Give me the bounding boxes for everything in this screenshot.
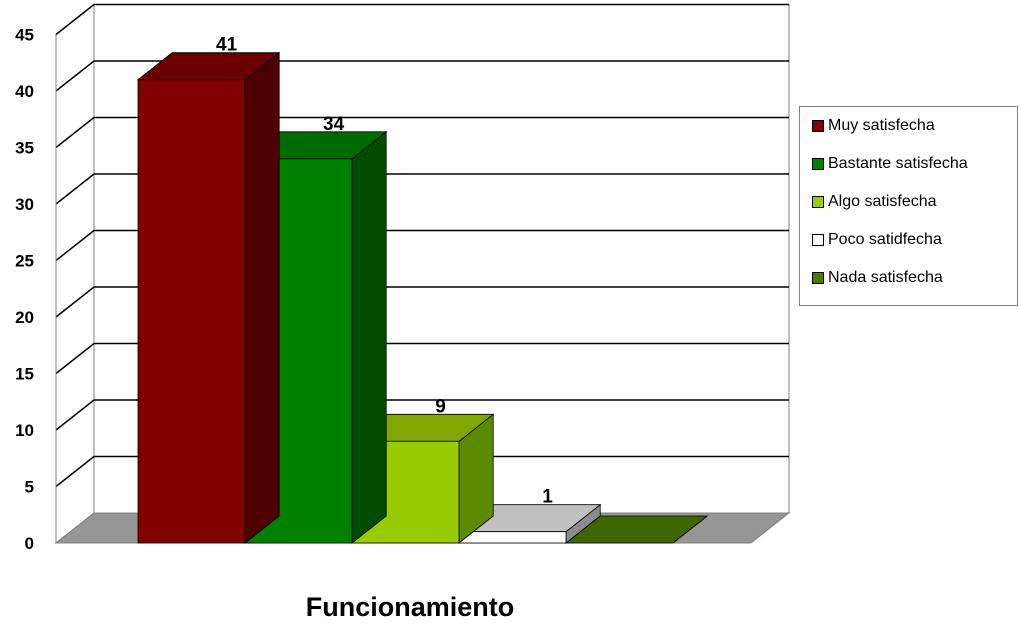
y-tick-label: 15 [15, 365, 34, 384]
y-tick-label: 10 [15, 421, 34, 440]
x-axis-title: Funcionamiento [305, 592, 515, 622]
y-axis-ticks: 0 5 10 15 20 25 30 35 40 45 [15, 26, 57, 553]
data-label: 34 [323, 114, 345, 135]
y-tick-label: 30 [15, 195, 34, 214]
bar-poco-satidfecha [457, 503, 602, 544]
bar-front [137, 79, 246, 544]
bar-front [458, 531, 567, 544]
legend-item: Poco satidfecha [812, 230, 942, 250]
legend-swatch [812, 120, 824, 132]
gridline [55, 173, 789, 205]
side-wall [55, 3, 95, 545]
legend: Muy satisfecha Bastante satisfecha Algo sa… [799, 106, 1018, 306]
y-tick-label: 25 [15, 252, 34, 271]
gridline [55, 116, 789, 149]
legend-item: Bastante satisfecha [812, 154, 968, 174]
y-tick-label: 5 [25, 478, 34, 497]
bar-side [351, 130, 387, 544]
legend-label: Bastante satisfecha [828, 155, 968, 172]
legend-item: Nada satisfecha [812, 268, 943, 288]
y-tick-label: 20 [15, 308, 34, 327]
bar-bastante-satisfecha [243, 130, 388, 544]
data-label: 9 [435, 396, 446, 417]
y-tick-label: 0 [25, 534, 34, 553]
y-tick-label: 35 [15, 139, 34, 158]
legend-label: Nada satisfecha [828, 269, 943, 286]
gridline [55, 399, 789, 431]
legend-swatch [812, 272, 824, 284]
legend-item: Algo satisfecha [812, 192, 937, 212]
legend-label: Algo satisfecha [828, 193, 937, 210]
data-labels: 1 9 34 41 [216, 35, 553, 508]
bar-side [244, 51, 280, 544]
gridline [55, 455, 789, 488]
legend-swatch [812, 196, 824, 208]
legend-swatch [812, 234, 824, 246]
legend-swatch [812, 158, 824, 170]
data-label: 1 [542, 487, 553, 508]
gridline [55, 3, 789, 36]
gridlines [55, 3, 789, 488]
gridline [55, 286, 789, 318]
bar-muy-satisfecha [136, 51, 281, 544]
gridline [55, 60, 789, 92]
legend-label: Muy satisfecha [828, 117, 935, 134]
gridline [55, 342, 789, 375]
legend-item: Muy satisfecha [812, 116, 935, 136]
legend-label: Poco satidfecha [828, 231, 942, 248]
bars [136, 51, 709, 544]
gridline [55, 229, 789, 262]
y-tick-label: 40 [15, 82, 34, 101]
y-tick-label: 45 [15, 26, 34, 45]
data-label: 41 [216, 35, 238, 56]
